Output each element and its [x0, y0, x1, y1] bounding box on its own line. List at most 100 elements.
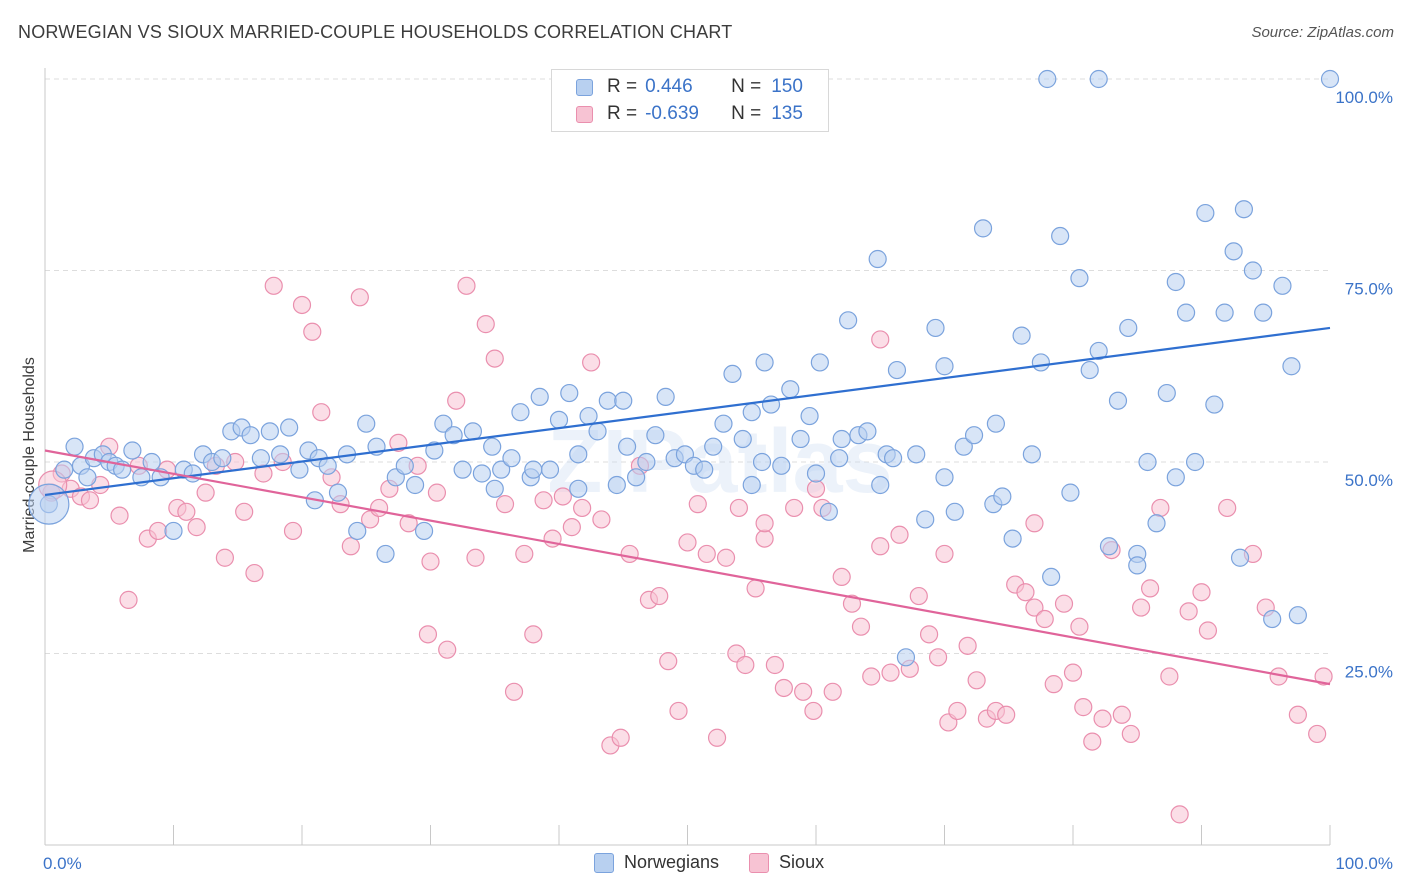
sioux-point [958, 636, 977, 655]
sioux-point [1025, 514, 1044, 533]
norwegian-point [579, 406, 598, 426]
n-value: 135 [771, 103, 803, 124]
norwegian-point [1166, 468, 1185, 487]
sioux-point [919, 625, 939, 644]
sioux-point [1083, 732, 1102, 751]
sioux-point [1192, 583, 1211, 602]
sioux-point [765, 655, 784, 675]
norwegian-point [1157, 383, 1176, 403]
norwegian-point [1288, 606, 1307, 625]
chart-title: NORWEGIAN VS SIOUX MARRIED-COUPLE HOUSEH… [18, 22, 733, 42]
norwegian-point [1176, 303, 1196, 322]
sioux-point [504, 682, 524, 701]
sioux-point [235, 502, 254, 521]
r-label: R = [607, 103, 638, 124]
norwegian-point [945, 502, 964, 521]
sioux-point [341, 537, 360, 556]
sioux-point [592, 510, 611, 529]
norwegian-point [887, 360, 907, 380]
norwegian-point [761, 395, 781, 414]
norwegian-point [1320, 69, 1340, 89]
norwegian-point [376, 544, 395, 564]
norwegian-point [1108, 391, 1128, 410]
norwegian-cluster-point [28, 483, 70, 525]
sioux-point [794, 682, 813, 701]
norwegian-point [55, 460, 74, 479]
norwegian-point [637, 452, 656, 472]
x-tick-label: 0.0% [43, 854, 82, 873]
norwegian-point [1128, 556, 1147, 575]
norwegian-point [280, 418, 299, 437]
norwegian-point [752, 452, 772, 472]
sioux-point [1308, 724, 1327, 744]
norwegian-point [935, 468, 954, 487]
norwegian-point [1038, 69, 1057, 89]
sioux-legend-icon [749, 852, 770, 873]
norwegian-point [935, 357, 954, 376]
sioux-point [515, 544, 534, 564]
legend-item-sioux[interactable]: Sioux [749, 852, 824, 873]
norwegian-point [791, 429, 810, 449]
norwegian-point [907, 445, 926, 464]
sioux-point [823, 682, 842, 701]
norwegian-point [492, 460, 511, 479]
sioux-point [1288, 705, 1307, 724]
norwegian-point [986, 414, 1006, 433]
sioux-point [283, 521, 303, 541]
sioux-point [1170, 805, 1189, 824]
sioux-point [697, 544, 716, 564]
norwegian-point [646, 426, 665, 445]
norwegian-point [164, 521, 183, 541]
norwegian-point [868, 249, 887, 269]
sioux-point [495, 495, 515, 514]
norwegian-point [65, 437, 84, 456]
norwegian-point [755, 353, 774, 372]
norwegian-point [1254, 303, 1273, 322]
sioux-point [438, 640, 457, 659]
sioux-point [1025, 598, 1044, 617]
sioux-point [573, 498, 592, 518]
norwegian-point [626, 468, 646, 487]
sioux-point [1093, 709, 1112, 728]
sioux-point [746, 579, 765, 598]
r-value: -0.639 [645, 103, 699, 124]
chart-source: Source: ZipAtlas.com [1251, 24, 1394, 41]
norwegian-point [1224, 242, 1243, 261]
norwegian-point [1042, 567, 1061, 587]
norwegian-point [511, 403, 530, 422]
sioux-point [350, 288, 369, 307]
legend-item-norwegians[interactable]: Norwegians [594, 852, 719, 873]
sioux-point [842, 594, 862, 613]
norwegian-point [1080, 360, 1099, 380]
sioux-point [1054, 594, 1074, 613]
sioux-point [196, 483, 215, 502]
legend-row-sioux: R = -0.639 N = 135 [552, 101, 803, 127]
y-tick-label: 25.0% [1345, 663, 1393, 682]
norwegians-legend-icon [594, 852, 614, 873]
norwegian-point [483, 437, 502, 456]
sioux-point [534, 491, 553, 510]
sioux-point [1044, 675, 1063, 694]
sioux-point [427, 483, 447, 502]
sioux-point [447, 391, 466, 410]
norwegian-point [858, 422, 877, 441]
norwegian-point [598, 391, 617, 410]
norwegians-swatch-icon [576, 78, 593, 96]
norwegian-point [1003, 529, 1022, 548]
sioux-point [1121, 724, 1140, 744]
norwegian-point [871, 475, 890, 495]
y-tick-label: 75.0% [1345, 280, 1393, 299]
norwegian-point [434, 414, 453, 433]
y-tick-label: 100.0% [1335, 88, 1393, 107]
norwegian-point [1230, 548, 1250, 567]
norwegian-point [453, 460, 472, 479]
norwegian-point [830, 449, 849, 468]
norwegian-point [1099, 537, 1119, 556]
norwegian-point [954, 437, 973, 456]
sioux-point [370, 498, 389, 518]
sioux-swatch-icon [576, 105, 593, 123]
sioux-point [688, 495, 707, 514]
norwegian-point [251, 449, 270, 468]
norwegian-point [973, 219, 993, 238]
